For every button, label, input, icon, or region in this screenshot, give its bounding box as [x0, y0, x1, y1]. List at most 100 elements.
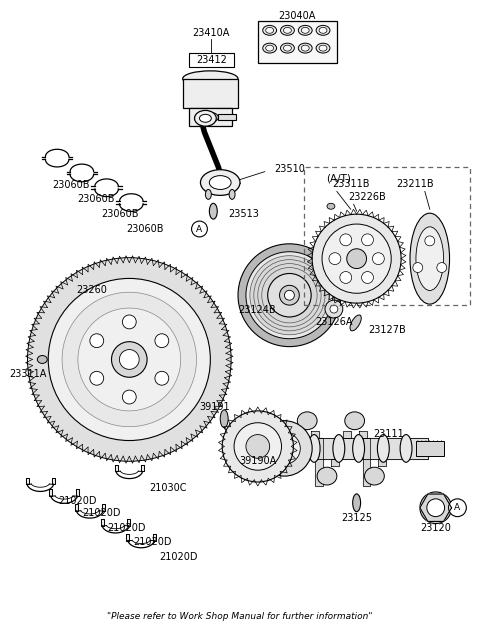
Ellipse shape [280, 25, 294, 35]
Ellipse shape [297, 412, 317, 430]
Ellipse shape [37, 355, 47, 364]
Ellipse shape [263, 43, 276, 53]
Circle shape [254, 260, 325, 331]
Ellipse shape [319, 28, 327, 33]
Circle shape [285, 291, 294, 300]
Polygon shape [126, 534, 130, 541]
Circle shape [250, 256, 329, 335]
Bar [218, 114, 236, 120]
Bar [258, 21, 337, 63]
Ellipse shape [333, 435, 345, 462]
Text: 23060B: 23060B [102, 209, 139, 219]
Circle shape [120, 350, 139, 369]
Ellipse shape [400, 435, 412, 462]
Circle shape [276, 440, 292, 456]
Ellipse shape [353, 435, 364, 462]
Circle shape [258, 264, 321, 327]
Circle shape [372, 253, 384, 265]
Ellipse shape [229, 189, 235, 199]
Text: 23120: 23120 [420, 523, 451, 533]
Bar [189, 53, 234, 67]
Text: 39191: 39191 [199, 402, 229, 412]
Circle shape [238, 244, 341, 347]
Text: 23040A: 23040A [279, 11, 316, 21]
Text: 23513: 23513 [228, 209, 259, 219]
Circle shape [257, 421, 312, 476]
Circle shape [262, 267, 317, 323]
Circle shape [246, 252, 333, 338]
Polygon shape [311, 431, 319, 438]
Text: 21020D: 21020D [108, 523, 146, 533]
Ellipse shape [316, 25, 330, 35]
Text: 23060B: 23060B [126, 224, 164, 234]
Ellipse shape [301, 28, 309, 33]
Circle shape [246, 435, 270, 459]
Circle shape [448, 499, 467, 516]
Ellipse shape [209, 203, 217, 219]
Text: "Please refer to Work Shop Manual for further information": "Please refer to Work Shop Manual for fu… [107, 612, 373, 621]
Text: 23510: 23510 [274, 164, 305, 174]
Circle shape [27, 258, 231, 461]
Circle shape [62, 292, 196, 426]
Circle shape [437, 263, 447, 272]
Text: 39190A: 39190A [239, 456, 276, 466]
Text: 23410A: 23410A [192, 28, 230, 38]
Ellipse shape [410, 213, 450, 304]
Polygon shape [362, 438, 371, 486]
Circle shape [155, 371, 169, 385]
Circle shape [420, 492, 452, 523]
Text: 23127B: 23127B [369, 325, 406, 335]
Text: 23260: 23260 [76, 286, 107, 295]
Circle shape [425, 236, 435, 246]
Bar [416, 440, 444, 456]
Text: 21020D: 21020D [82, 508, 120, 518]
Ellipse shape [301, 45, 309, 51]
Polygon shape [283, 438, 428, 459]
Circle shape [90, 334, 104, 348]
Text: 23060B: 23060B [52, 179, 90, 189]
Ellipse shape [209, 175, 231, 189]
Ellipse shape [345, 412, 364, 430]
Ellipse shape [364, 467, 384, 485]
Circle shape [90, 371, 104, 385]
Bar [183, 79, 238, 108]
Polygon shape [141, 465, 144, 472]
Polygon shape [75, 504, 78, 511]
Ellipse shape [298, 25, 312, 35]
Circle shape [312, 214, 401, 303]
Text: 23311A: 23311A [9, 369, 46, 379]
Polygon shape [76, 489, 79, 496]
Text: 23412: 23412 [196, 55, 227, 65]
Text: A: A [455, 503, 460, 512]
Ellipse shape [266, 28, 274, 33]
Circle shape [269, 433, 300, 464]
Polygon shape [420, 494, 452, 521]
Text: 23060B: 23060B [77, 194, 114, 204]
Circle shape [347, 249, 367, 269]
Circle shape [268, 274, 311, 317]
Polygon shape [343, 431, 351, 438]
Ellipse shape [416, 227, 444, 291]
Ellipse shape [284, 28, 291, 33]
Circle shape [329, 253, 341, 265]
Polygon shape [315, 438, 323, 486]
Circle shape [361, 234, 373, 246]
Circle shape [413, 263, 423, 272]
Text: 23111: 23111 [373, 428, 404, 438]
Circle shape [361, 272, 373, 284]
Text: 23124B: 23124B [238, 305, 276, 315]
Ellipse shape [377, 435, 389, 462]
Ellipse shape [350, 315, 361, 331]
Ellipse shape [200, 114, 211, 122]
Text: 21030C: 21030C [149, 483, 187, 493]
Circle shape [325, 300, 343, 318]
Text: 23126A: 23126A [315, 317, 353, 327]
Polygon shape [295, 431, 303, 438]
Text: 23226B: 23226B [349, 192, 386, 203]
Ellipse shape [201, 170, 240, 196]
Text: 23211B: 23211B [396, 179, 434, 189]
Circle shape [427, 499, 444, 516]
Ellipse shape [288, 435, 300, 462]
Ellipse shape [263, 25, 276, 35]
Ellipse shape [266, 45, 274, 51]
